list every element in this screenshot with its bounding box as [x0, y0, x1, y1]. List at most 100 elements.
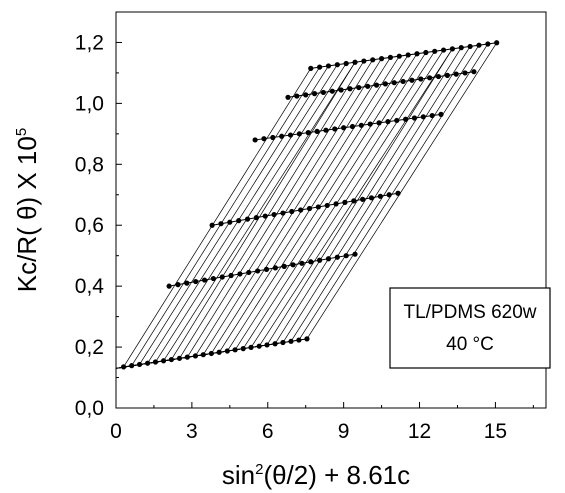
data-point [418, 76, 424, 82]
data-point [261, 136, 267, 142]
x-tick-label: 3 [186, 420, 198, 443]
data-point [429, 112, 435, 119]
data-point [485, 41, 491, 47]
x-tick-label: 9 [338, 420, 350, 443]
data-point [325, 256, 332, 262]
angle-line [226, 53, 418, 352]
data-point [325, 63, 332, 69]
data-point [411, 115, 418, 121]
data-point [209, 222, 215, 228]
data-point [184, 354, 190, 360]
data-point [462, 70, 468, 76]
angle-line [139, 65, 329, 365]
data-point [290, 262, 296, 268]
data-point [403, 116, 409, 122]
data-point [370, 57, 376, 63]
y-axis-ticks: 0,0 0,2 0,4 0,6 0,8 1,0 1,2 [75, 11, 122, 420]
angle-line [298, 43, 489, 341]
data-point [471, 69, 477, 75]
concentration-fit-line [169, 253, 356, 287]
data-point [373, 82, 380, 88]
data-point [216, 349, 222, 355]
angle-line [179, 60, 365, 359]
data-point [280, 210, 286, 216]
data-point [438, 111, 444, 117]
data-point [136, 361, 143, 368]
x-axis-label: sin2(θ/2) + 8.61c [222, 460, 410, 490]
data-point [365, 83, 371, 89]
angle-line [258, 48, 453, 347]
data-point [349, 123, 356, 130]
data-point [432, 48, 438, 54]
data-point [420, 114, 426, 120]
data-point [317, 64, 323, 70]
angle-line [242, 51, 436, 349]
data-point [476, 42, 482, 48]
concentration-fit-line [287, 71, 474, 98]
angle-line [187, 59, 374, 358]
y-tick-label: 1,0 [75, 92, 104, 115]
data-point [358, 122, 364, 128]
data-point [244, 216, 251, 222]
data-point [494, 40, 500, 46]
angle-line [218, 54, 409, 353]
data-point [299, 260, 305, 266]
data-point [378, 56, 385, 62]
data-point [200, 352, 206, 358]
data-point [467, 43, 473, 50]
data-point [400, 78, 406, 85]
data-point [377, 193, 383, 199]
data-point [435, 73, 442, 80]
plot-frame [115, 11, 547, 409]
data-point [262, 213, 268, 219]
y-tick-label: 0,6 [75, 214, 104, 237]
y-axis-label: Kc/R( θ) X 105 [12, 128, 42, 292]
x-tick-label: 12 [408, 420, 431, 443]
angle-line [155, 63, 347, 363]
angle-line [147, 64, 338, 364]
data-point [240, 346, 246, 352]
data-point [315, 204, 321, 210]
angle-line [163, 62, 356, 361]
data-point [405, 52, 411, 58]
data-point [444, 72, 450, 78]
data-point [255, 268, 261, 274]
data-point [347, 86, 353, 92]
data-point [423, 49, 429, 56]
data-point [296, 131, 302, 137]
data-point [281, 263, 287, 269]
data-point [303, 92, 309, 98]
angle-line [266, 48, 453, 346]
data-point [367, 121, 373, 127]
data-point [387, 54, 394, 60]
data-point [228, 272, 234, 279]
data-point [279, 133, 285, 139]
data-point [175, 282, 181, 288]
data-point [334, 254, 340, 260]
angle-line [290, 45, 480, 342]
data-point [306, 205, 313, 212]
legend-box: TL/PDMS 620w 40 °C [389, 287, 551, 369]
data-point [332, 126, 338, 132]
y-tick-label: 0,0 [75, 397, 104, 420]
data-point [458, 45, 464, 51]
y-tick-label: 1,2 [75, 31, 104, 54]
data-point [166, 283, 172, 289]
data-point [343, 60, 349, 67]
data-point [192, 353, 199, 359]
data-point [386, 192, 392, 198]
data-point [343, 253, 349, 259]
data-point [368, 195, 375, 201]
legend-temperature-label: 40 °C [446, 334, 494, 355]
data-point [314, 128, 320, 135]
data-point [289, 208, 295, 215]
data-point [440, 47, 447, 53]
concentration-fit-line [212, 192, 399, 226]
data-point [145, 360, 151, 366]
data-point [176, 355, 183, 361]
data-point [391, 80, 397, 86]
data-point [427, 75, 433, 81]
data-point [120, 364, 127, 370]
data-point [308, 259, 314, 265]
data-point [129, 363, 135, 369]
